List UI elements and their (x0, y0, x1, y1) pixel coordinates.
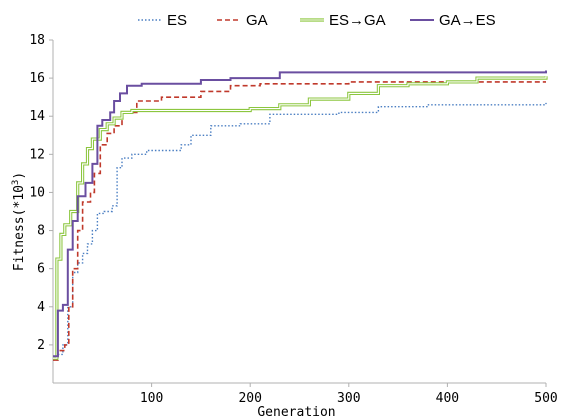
series-line-outer (53, 76, 548, 360)
x-tick-label: 200 (238, 391, 261, 406)
legend: ES GA ES→GA GA→ES (138, 12, 496, 29)
series-ga (53, 81, 546, 361)
y-tick-label: 10 (29, 185, 45, 200)
x-tick-label: 400 (436, 391, 459, 406)
y-axis-title: Fitness(*103) (11, 172, 27, 271)
legend-label: ES→GA (329, 12, 386, 29)
series-line-inner (53, 76, 547, 359)
y-axis-title-main: Fitness(*10 (12, 185, 27, 271)
legend-item: GA→ES (410, 12, 496, 29)
x-tick-labels: 100 200 300 400 500 (140, 383, 558, 406)
axes (52, 40, 546, 384)
y-tick-label: 8 (37, 224, 45, 239)
y-tick-label: 4 (37, 300, 45, 315)
series-line (53, 81, 546, 361)
y-tick-labels: 2 4 6 8 10 12 14 16 18 (29, 33, 53, 353)
x-tick-label: 500 (534, 391, 557, 406)
y-tick-label: 16 (29, 71, 45, 86)
series-es-ga (53, 76, 548, 360)
legend-label: GA→ES (439, 12, 496, 29)
y-tick-label: 14 (29, 109, 45, 124)
x-tick-label: 300 (337, 391, 360, 406)
x-tick-label: 100 (140, 391, 163, 406)
series-line (53, 102, 547, 361)
series-ga-es (53, 70, 547, 358)
y-tick-label: 6 (37, 262, 45, 277)
y-tick-label: 18 (29, 33, 45, 48)
legend-item: ES (138, 12, 187, 29)
y-axis-title-superscript: 3 (11, 180, 21, 185)
legend-item: ES→GA (300, 12, 386, 29)
y-tick-label: 12 (29, 147, 45, 162)
series-lines (53, 70, 548, 361)
legend-label: ES (167, 12, 187, 29)
legend-label: GA (246, 12, 268, 29)
x-axis-title: Generation (257, 405, 335, 420)
legend-item: GA (217, 12, 268, 29)
y-axis-title-close: ) (12, 172, 27, 180)
y-tick-label: 2 (37, 338, 45, 353)
series-line (53, 70, 547, 358)
series-es (53, 102, 547, 361)
